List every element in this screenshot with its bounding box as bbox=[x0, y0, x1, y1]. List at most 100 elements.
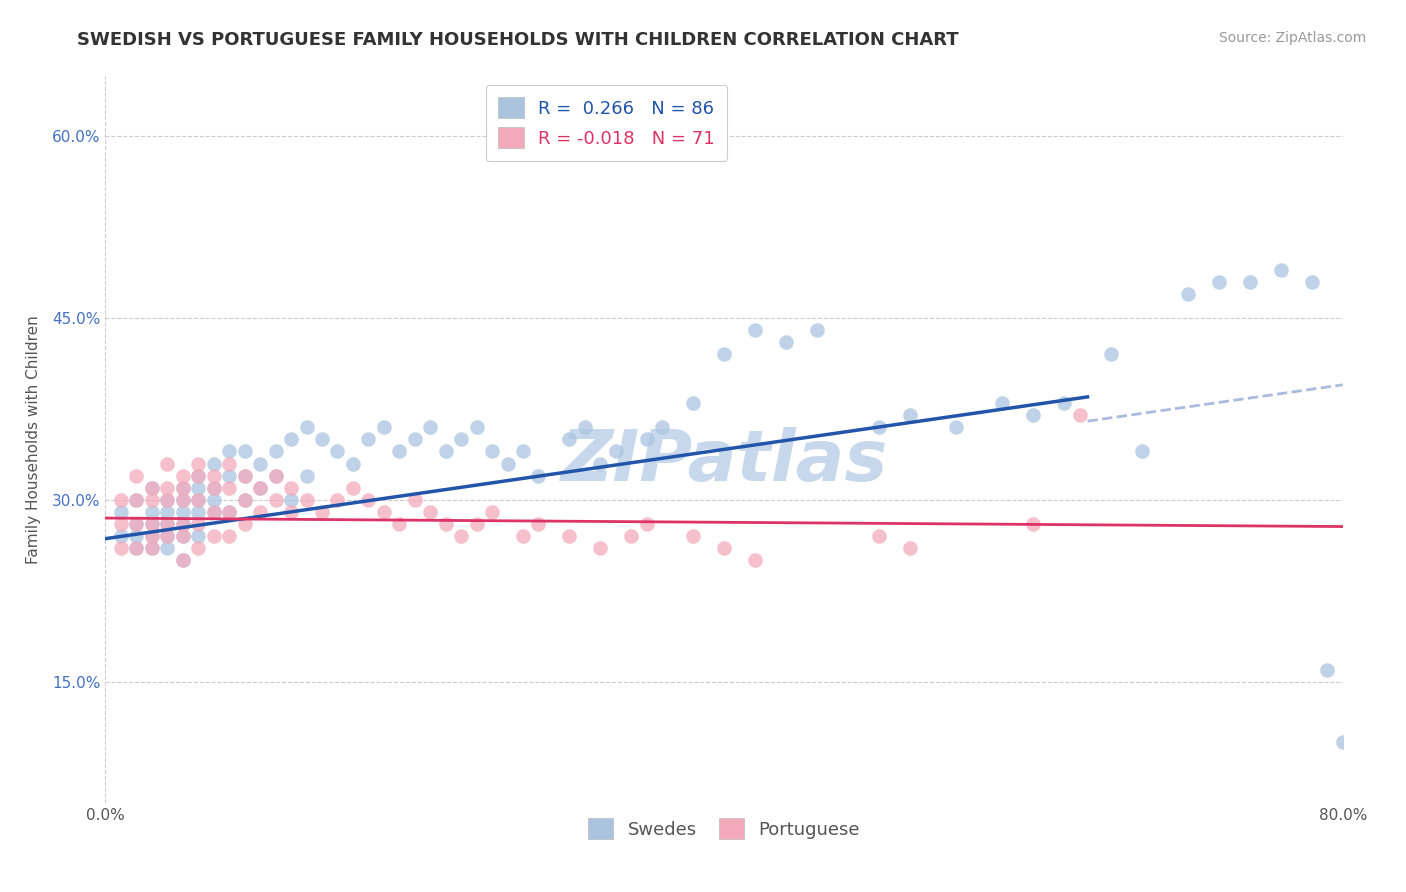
Point bbox=[125, 492, 148, 507]
Point bbox=[357, 492, 380, 507]
Point bbox=[156, 481, 179, 495]
Point bbox=[187, 517, 209, 532]
Point bbox=[1208, 275, 1230, 289]
Point bbox=[264, 444, 287, 458]
Point bbox=[512, 529, 534, 543]
Text: ZIPatlas: ZIPatlas bbox=[561, 426, 887, 496]
Point bbox=[202, 481, 225, 495]
Point bbox=[218, 468, 240, 483]
Point bbox=[141, 529, 163, 543]
Point bbox=[233, 468, 256, 483]
Point bbox=[125, 541, 148, 556]
Point bbox=[141, 517, 163, 532]
Point bbox=[280, 432, 302, 446]
Point bbox=[373, 420, 395, 434]
Point bbox=[465, 420, 488, 434]
Point bbox=[233, 492, 256, 507]
Point bbox=[434, 517, 457, 532]
Point bbox=[202, 468, 225, 483]
Point bbox=[1053, 396, 1076, 410]
Point bbox=[868, 420, 890, 434]
Point bbox=[744, 323, 766, 337]
Point bbox=[172, 481, 194, 495]
Point bbox=[233, 517, 256, 532]
Point bbox=[558, 432, 581, 446]
Y-axis label: Family Households with Children: Family Households with Children bbox=[25, 315, 41, 564]
Point bbox=[249, 505, 271, 519]
Point bbox=[218, 505, 240, 519]
Point bbox=[110, 517, 132, 532]
Point bbox=[636, 432, 658, 446]
Text: SWEDISH VS PORTUGUESE FAMILY HOUSEHOLDS WITH CHILDREN CORRELATION CHART: SWEDISH VS PORTUGUESE FAMILY HOUSEHOLDS … bbox=[77, 31, 959, 49]
Point bbox=[202, 529, 225, 543]
Point bbox=[898, 408, 921, 422]
Point bbox=[280, 505, 302, 519]
Point bbox=[156, 541, 179, 556]
Point bbox=[264, 468, 287, 483]
Point bbox=[589, 457, 612, 471]
Point bbox=[419, 420, 441, 434]
Point bbox=[682, 529, 704, 543]
Point bbox=[187, 541, 209, 556]
Point bbox=[156, 457, 179, 471]
Point bbox=[264, 492, 287, 507]
Point bbox=[496, 457, 519, 471]
Point bbox=[156, 517, 179, 532]
Point bbox=[806, 323, 828, 337]
Point bbox=[945, 420, 967, 434]
Point bbox=[172, 553, 194, 567]
Point bbox=[713, 541, 735, 556]
Point bbox=[326, 492, 349, 507]
Point bbox=[141, 541, 163, 556]
Point bbox=[1099, 347, 1122, 361]
Point bbox=[295, 420, 318, 434]
Point bbox=[218, 444, 240, 458]
Point bbox=[527, 468, 550, 483]
Point bbox=[125, 541, 148, 556]
Point bbox=[202, 481, 225, 495]
Legend: Swedes, Portuguese: Swedes, Portuguese bbox=[579, 809, 869, 848]
Point bbox=[125, 468, 148, 483]
Point bbox=[125, 517, 148, 532]
Point bbox=[187, 468, 209, 483]
Point bbox=[141, 517, 163, 532]
Point bbox=[868, 529, 890, 543]
Point bbox=[481, 505, 503, 519]
Point bbox=[202, 505, 225, 519]
Point bbox=[125, 492, 148, 507]
Point bbox=[295, 492, 318, 507]
Point bbox=[264, 468, 287, 483]
Point bbox=[450, 432, 472, 446]
Point bbox=[172, 492, 194, 507]
Point bbox=[404, 492, 426, 507]
Point bbox=[233, 468, 256, 483]
Point bbox=[620, 529, 643, 543]
Point bbox=[156, 529, 179, 543]
Point bbox=[605, 444, 627, 458]
Point bbox=[233, 444, 256, 458]
Point bbox=[218, 529, 240, 543]
Point bbox=[311, 505, 333, 519]
Point bbox=[172, 517, 194, 532]
Point bbox=[713, 347, 735, 361]
Point bbox=[172, 492, 194, 507]
Point bbox=[172, 529, 194, 543]
Point bbox=[218, 481, 240, 495]
Point bbox=[156, 505, 179, 519]
Point bbox=[295, 468, 318, 483]
Point bbox=[141, 492, 163, 507]
Point bbox=[125, 529, 148, 543]
Point bbox=[202, 505, 225, 519]
Point bbox=[172, 481, 194, 495]
Point bbox=[1239, 275, 1261, 289]
Point bbox=[311, 432, 333, 446]
Point bbox=[388, 444, 411, 458]
Point bbox=[589, 541, 612, 556]
Point bbox=[156, 529, 179, 543]
Point bbox=[141, 505, 163, 519]
Point bbox=[1301, 275, 1323, 289]
Point bbox=[373, 505, 395, 519]
Point bbox=[636, 517, 658, 532]
Point bbox=[1022, 517, 1045, 532]
Text: Source: ZipAtlas.com: Source: ZipAtlas.com bbox=[1219, 31, 1367, 45]
